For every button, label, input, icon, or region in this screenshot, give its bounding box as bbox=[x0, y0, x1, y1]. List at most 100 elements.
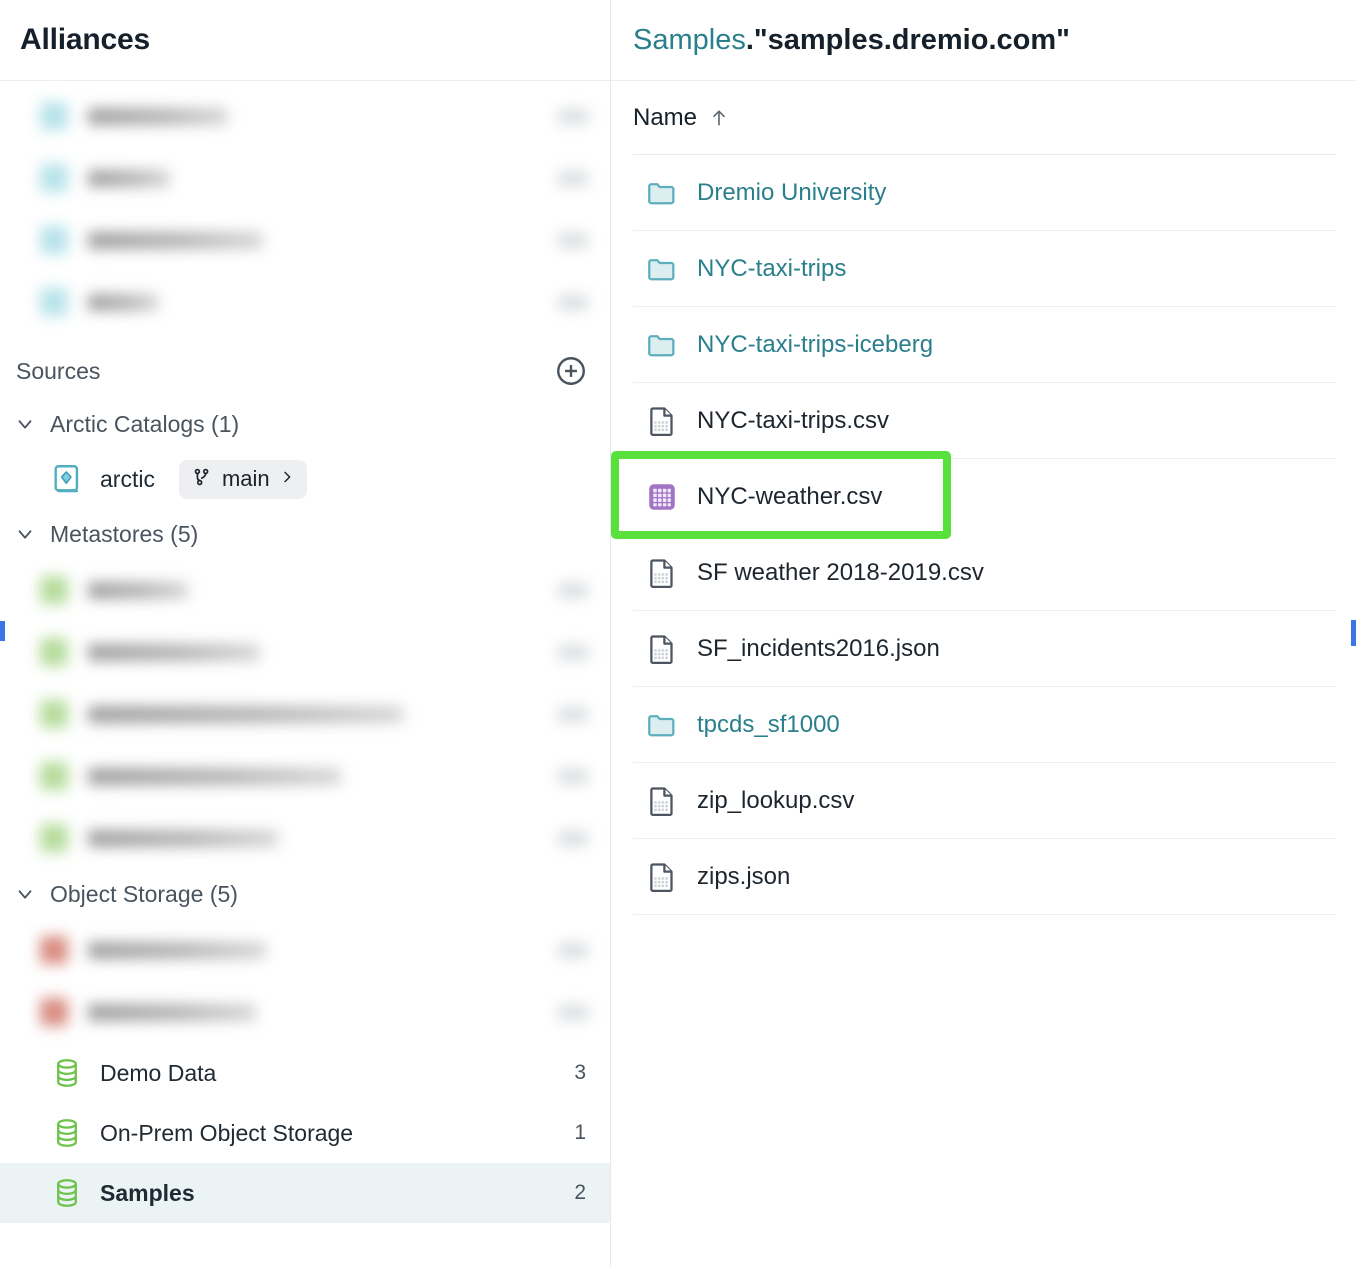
list-item-count bbox=[558, 706, 588, 722]
list-item[interactable] bbox=[0, 807, 610, 869]
table-row[interactable]: Dremio University bbox=[633, 155, 1336, 231]
list-item-label bbox=[88, 581, 188, 599]
column-header-name[interactable]: Name bbox=[633, 81, 1336, 155]
file-icon bbox=[645, 860, 679, 894]
dataset-grid-icon bbox=[645, 480, 679, 514]
group-header-arctic-catalogs[interactable]: Arctic Catalogs (1) bbox=[0, 399, 610, 449]
file-name: NYC-taxi-trips bbox=[697, 254, 847, 282]
file-name: Dremio University bbox=[697, 178, 887, 206]
breadcrumb-leaf: "samples.dremio.com" bbox=[753, 23, 1070, 56]
sidebar-item-label: Demo Data bbox=[100, 1059, 217, 1086]
chevron-right-icon bbox=[279, 468, 295, 491]
metastores-list-blurred bbox=[0, 559, 610, 869]
table-row[interactable]: NYC-taxi-trips.csv bbox=[633, 383, 1336, 459]
metastore-icon bbox=[40, 700, 68, 728]
breadcrumb-source[interactable]: Samples bbox=[633, 23, 746, 56]
list-item-count bbox=[558, 768, 588, 784]
list-item-label bbox=[88, 941, 266, 959]
page-title: Alliances bbox=[20, 23, 150, 56]
list-item[interactable] bbox=[0, 621, 610, 683]
database-icon bbox=[50, 1176, 84, 1210]
list-item[interactable] bbox=[0, 85, 610, 147]
file-icon bbox=[645, 632, 679, 666]
list-item[interactable] bbox=[0, 271, 610, 333]
table-row[interactable]: SF_incidents2016.json bbox=[633, 611, 1336, 687]
list-item[interactable] bbox=[0, 981, 610, 1043]
folder-icon bbox=[645, 252, 679, 286]
list-item[interactable] bbox=[0, 209, 610, 271]
list-item-label bbox=[88, 643, 260, 661]
list-item-count bbox=[558, 232, 588, 248]
sidebar-item-count: 3 bbox=[574, 1061, 586, 1084]
list-item-label bbox=[88, 107, 228, 125]
group-label: Metastores (5) bbox=[50, 520, 199, 547]
file-name: NYC-taxi-trips.csv bbox=[697, 406, 890, 434]
file-name: SF_incidents2016.json bbox=[697, 634, 940, 662]
list-item[interactable] bbox=[0, 559, 610, 621]
list-item[interactable] bbox=[0, 147, 610, 209]
space-icon bbox=[40, 102, 68, 130]
metastore-icon bbox=[40, 638, 68, 666]
list-item-count bbox=[558, 1004, 588, 1020]
list-item-label bbox=[88, 293, 158, 311]
list-item-count bbox=[558, 170, 588, 186]
table-row[interactable]: zip_lookup.csv bbox=[633, 763, 1336, 839]
space-icon bbox=[40, 164, 68, 192]
column-header-label: Name bbox=[633, 103, 698, 131]
list-item-count bbox=[558, 942, 588, 958]
breadcrumb-separator: . bbox=[745, 23, 754, 56]
plus-circle-icon[interactable] bbox=[554, 354, 588, 388]
list-item[interactable] bbox=[0, 919, 610, 981]
chevron-down-icon bbox=[14, 413, 36, 435]
group-label: Arctic Catalogs (1) bbox=[50, 410, 240, 437]
right-edge-marker bbox=[1351, 620, 1356, 646]
list-item[interactable] bbox=[0, 683, 610, 745]
object-storage-icon bbox=[40, 998, 68, 1026]
sidebar-item-count: 1 bbox=[574, 1121, 586, 1144]
space-icon bbox=[40, 226, 68, 254]
file-list: Dremio University NYC-taxi-trips NYC-tax… bbox=[611, 155, 1336, 915]
sidebar-item-samples[interactable]: Samples 2 bbox=[0, 1163, 610, 1223]
folder-icon bbox=[645, 328, 679, 362]
file-name: tpcds_sf1000 bbox=[697, 710, 840, 738]
list-item-count bbox=[558, 644, 588, 660]
table-row[interactable]: zips.json bbox=[633, 839, 1336, 915]
sidebar-item-count: 2 bbox=[574, 1181, 586, 1204]
left-edge-marker bbox=[0, 621, 5, 641]
object-storage-icon bbox=[40, 936, 68, 964]
list-item-label bbox=[88, 829, 278, 847]
sources-section-header: Sources bbox=[0, 343, 610, 399]
branch-name: main bbox=[221, 466, 270, 491]
list-item-label bbox=[88, 231, 263, 249]
list-item-label bbox=[88, 1003, 256, 1021]
branch-selector[interactable]: main bbox=[178, 459, 307, 499]
database-icon bbox=[50, 1116, 84, 1150]
group-header-metastores[interactable]: Metastores (5) bbox=[0, 509, 610, 559]
sidebar: Alliances bbox=[0, 0, 611, 1266]
sidebar-item-arctic[interactable]: arctic main bbox=[0, 449, 610, 509]
metastore-icon bbox=[40, 576, 68, 604]
list-item[interactable] bbox=[0, 745, 610, 807]
table-row[interactable]: SF weather 2018-2019.csv bbox=[633, 535, 1336, 611]
list-item-count bbox=[558, 294, 588, 310]
sort-ascending-arrow-icon bbox=[709, 106, 729, 130]
table-row[interactable]: NYC-weather.csv bbox=[611, 451, 1336, 539]
main-header: Samples."samples.dremio.com" bbox=[611, 0, 1356, 81]
table-row[interactable]: tpcds_sf1000 bbox=[633, 687, 1336, 763]
sidebar-item-on-prem-object-storage[interactable]: On-Prem Object Storage 1 bbox=[0, 1103, 610, 1163]
list-item-count bbox=[558, 582, 588, 598]
list-item-count bbox=[558, 108, 588, 124]
folder-icon bbox=[645, 708, 679, 742]
list-item-label bbox=[88, 767, 341, 785]
table-row[interactable]: NYC-taxi-trips bbox=[633, 231, 1336, 307]
folder-icon bbox=[645, 176, 679, 210]
chevron-down-icon bbox=[14, 883, 36, 905]
sources-label: Sources bbox=[16, 357, 101, 384]
spaces-list-blurred bbox=[0, 81, 610, 333]
file-name: NYC-taxi-trips-iceberg bbox=[697, 330, 934, 358]
group-header-object-storage[interactable]: Object Storage (5) bbox=[0, 869, 610, 919]
table-row[interactable]: NYC-taxi-trips-iceberg bbox=[633, 307, 1336, 383]
sidebar-item-demo-data[interactable]: Demo Data 3 bbox=[0, 1043, 610, 1103]
file-name: zip_lookup.csv bbox=[697, 786, 855, 814]
